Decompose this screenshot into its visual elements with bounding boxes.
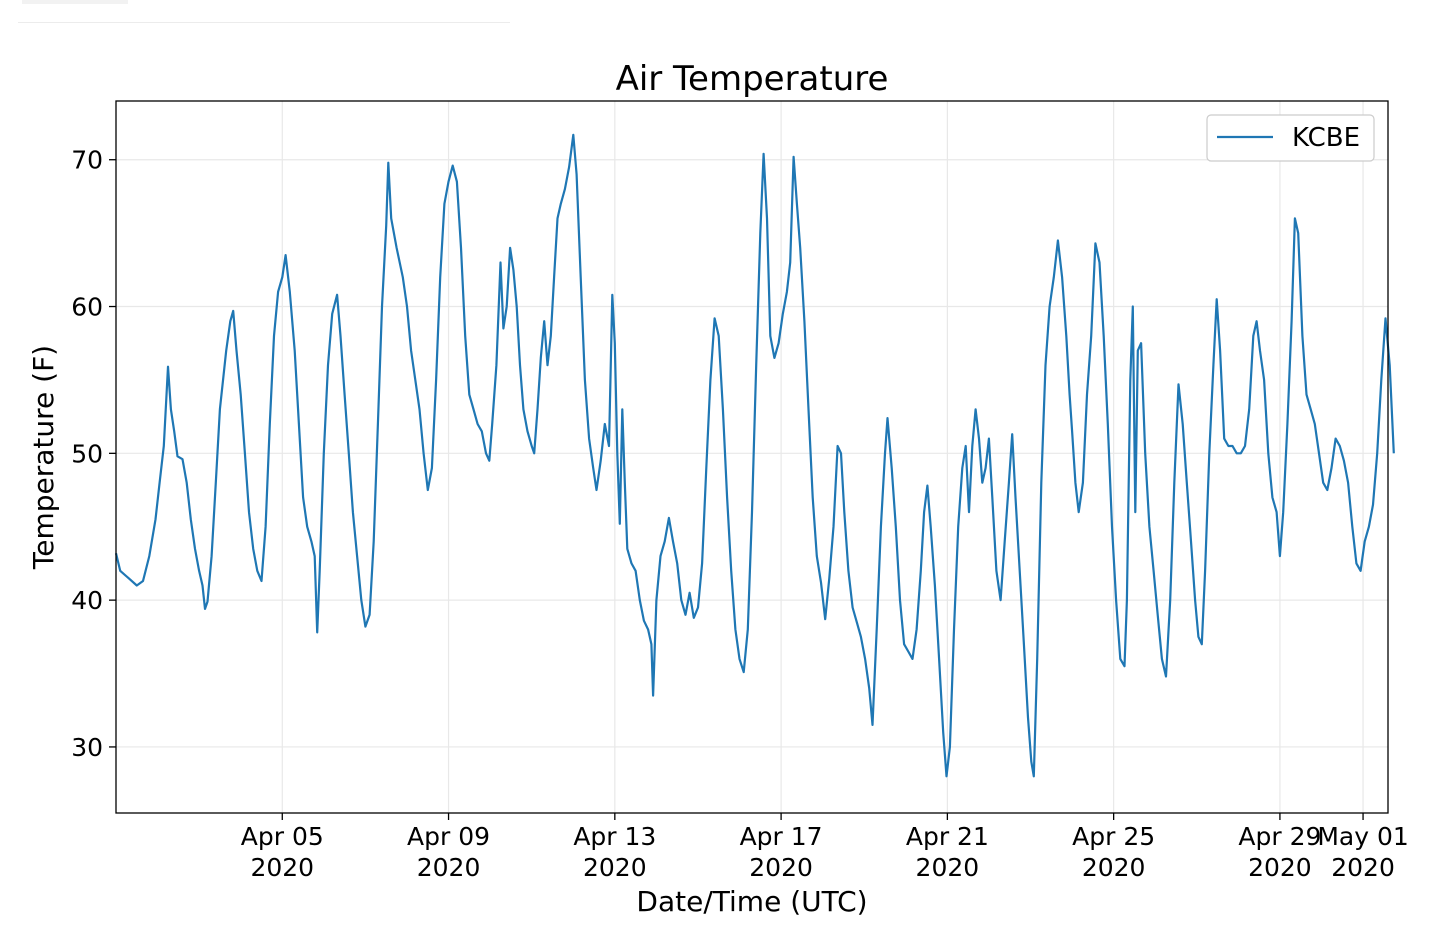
x-axis-label: Date/Time (UTC) (636, 885, 867, 918)
faint-header-rule (18, 22, 510, 23)
x-tick-label-3: Apr 17 (740, 822, 823, 851)
y-axis-label: Temperature (F) (27, 345, 60, 570)
x-tick-year-6: 2020 (1248, 853, 1312, 882)
legend-box (1206, 114, 1375, 162)
plot-frame (115, 100, 1389, 814)
x-tick-label-6: Apr 29 (1238, 822, 1321, 851)
series-line-kcbe (114, 133, 1395, 778)
y-tick-label-40: 40 (71, 586, 103, 615)
faint-header-mark (22, 0, 128, 4)
x-tick-label-0: Apr 05 (241, 822, 324, 851)
series-layer (114, 133, 1395, 778)
x-tick-label-4: Apr 21 (906, 822, 989, 851)
legend-label-kcbe: KCBE (1292, 123, 1360, 153)
chart-title: Air Temperature (616, 59, 889, 99)
y-tick-label-30: 30 (71, 733, 103, 762)
legend: KCBE (1206, 114, 1375, 162)
y-tick-label-70: 70 (71, 146, 103, 175)
y-axis-ticks: 30 40 50 60 70 (71, 146, 116, 762)
x-tick-label-2: Apr 13 (573, 822, 656, 851)
x-tick-label-1: Apr 09 (407, 822, 490, 851)
x-tick-year-2: 2020 (583, 853, 647, 882)
x-tick-year-4: 2020 (916, 853, 980, 882)
x-tick-label-5: Apr 25 (1072, 822, 1155, 851)
y-tick-label-60: 60 (71, 293, 103, 322)
x-tick-year-3: 2020 (749, 853, 813, 882)
grid-lines (116, 101, 1388, 813)
x-tick-year-7: 2020 (1331, 853, 1395, 882)
x-tick-year-0: 2020 (250, 853, 314, 882)
x-tick-year-5: 2020 (1082, 853, 1146, 882)
x-tick-year-1: 2020 (417, 853, 481, 882)
x-tick-label-7: May 01 (1317, 822, 1408, 851)
y-tick-label-50: 50 (71, 439, 103, 468)
